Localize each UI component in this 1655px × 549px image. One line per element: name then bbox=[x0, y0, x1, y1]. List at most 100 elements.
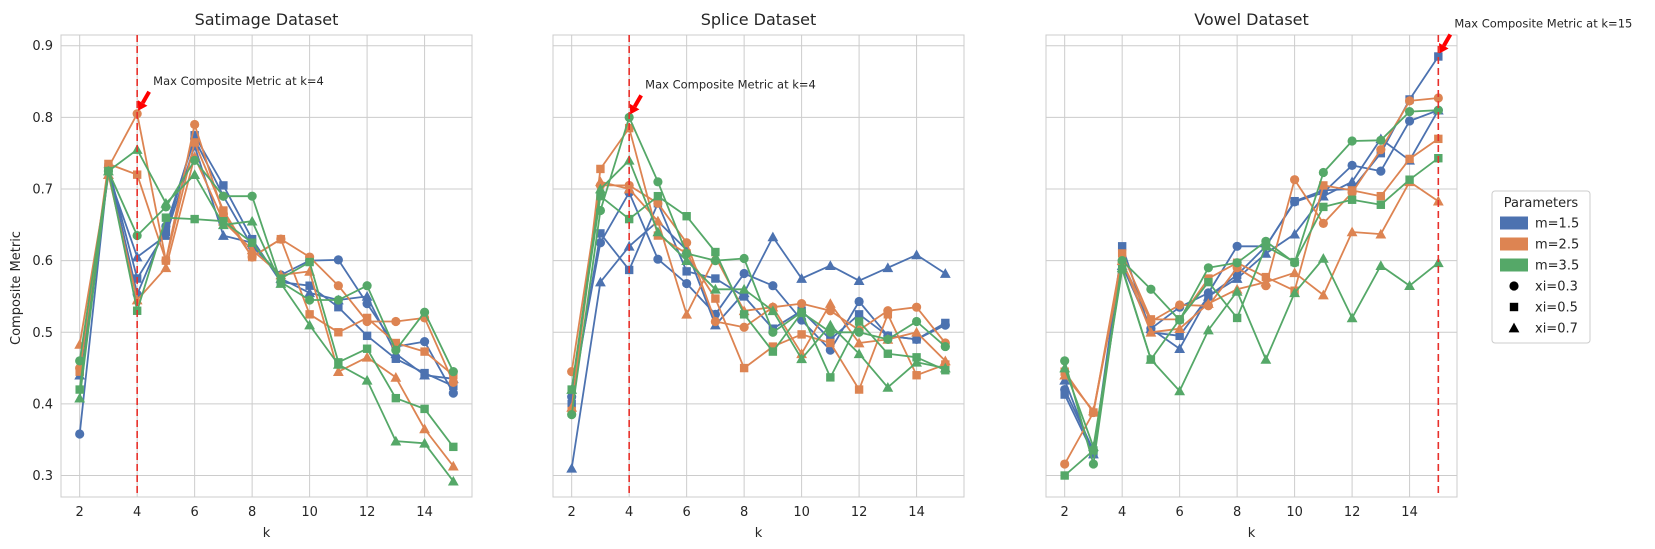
data-point bbox=[853, 348, 865, 359]
data-point bbox=[1317, 289, 1329, 300]
data-point bbox=[1260, 276, 1272, 287]
data-point bbox=[161, 213, 171, 222]
data-point bbox=[1289, 267, 1301, 278]
data-point bbox=[75, 356, 85, 366]
series-line bbox=[1063, 257, 1439, 448]
data-point bbox=[1289, 287, 1301, 298]
data-point bbox=[939, 362, 951, 373]
data-point bbox=[246, 215, 258, 226]
series-line bbox=[570, 159, 946, 390]
data-point bbox=[681, 308, 693, 319]
x-tick-label: 12 bbox=[359, 505, 376, 520]
data-point bbox=[1318, 167, 1328, 178]
data-point bbox=[304, 287, 316, 298]
data-point bbox=[1116, 262, 1128, 273]
data-point bbox=[1231, 286, 1243, 296]
data-point bbox=[132, 170, 142, 179]
x-tick-label: 10 bbox=[793, 505, 810, 520]
data-point bbox=[1405, 175, 1414, 184]
data-point bbox=[854, 317, 864, 326]
legend-title: Parameters bbox=[1504, 196, 1579, 211]
panel-title: Vowel Dataset bbox=[1194, 10, 1309, 29]
data-point bbox=[448, 367, 458, 377]
data-point bbox=[826, 338, 835, 348]
data-point bbox=[361, 351, 373, 362]
x-tick-label: 6 bbox=[191, 505, 199, 520]
series-line bbox=[1063, 56, 1440, 455]
data-point bbox=[682, 248, 692, 259]
data-point bbox=[682, 278, 692, 289]
data-point bbox=[653, 177, 663, 187]
data-point bbox=[911, 356, 922, 367]
data-point bbox=[854, 385, 864, 394]
series-line bbox=[1063, 109, 1439, 466]
data-point bbox=[391, 338, 401, 348]
data-point bbox=[653, 198, 663, 208]
data-point bbox=[1376, 145, 1386, 155]
data-point bbox=[711, 247, 720, 257]
data-point bbox=[1319, 186, 1328, 195]
series-line bbox=[570, 202, 946, 405]
data-point bbox=[1175, 300, 1185, 310]
annotation-text: Max Composite Metric at k=15 bbox=[1454, 16, 1632, 30]
data-point bbox=[420, 404, 429, 414]
y-tick-label: 0.9 bbox=[32, 39, 53, 54]
data-point bbox=[304, 319, 316, 330]
panel-title: Satimage Dataset bbox=[195, 10, 339, 29]
data-point bbox=[853, 275, 865, 286]
data-point bbox=[1174, 323, 1186, 333]
data-point bbox=[1060, 459, 1070, 469]
data-point bbox=[739, 322, 749, 332]
data-point bbox=[709, 283, 721, 294]
data-point bbox=[247, 191, 257, 201]
data-point bbox=[275, 278, 287, 288]
data-point bbox=[596, 164, 605, 174]
data-point bbox=[682, 267, 691, 276]
data-point bbox=[419, 423, 430, 434]
data-point bbox=[333, 295, 343, 305]
data-point bbox=[246, 244, 258, 255]
legend: Parameters m=1.5 m=2.5 m=3.5 xi=0.3 xi=0.5 xi… bbox=[1491, 190, 1591, 344]
data-point bbox=[1088, 405, 1099, 416]
data-point bbox=[911, 326, 922, 337]
data-point bbox=[1289, 228, 1301, 239]
data-point bbox=[361, 374, 373, 385]
data-point bbox=[1060, 356, 1070, 366]
data-point bbox=[1117, 249, 1127, 258]
data-point bbox=[853, 337, 865, 348]
data-point bbox=[219, 206, 228, 215]
data-point bbox=[596, 191, 605, 201]
data-point bbox=[1174, 343, 1186, 354]
annotation-text: Max Composite Metric at k=4 bbox=[645, 77, 816, 91]
data-point bbox=[247, 252, 257, 262]
data-point bbox=[566, 384, 578, 394]
data-point bbox=[1347, 195, 1357, 204]
data-point bbox=[1088, 459, 1099, 469]
x-tick-label: 14 bbox=[1401, 505, 1418, 520]
series-m-3.5-xi-0.3 bbox=[567, 112, 950, 420]
data-point bbox=[1375, 228, 1387, 239]
data-point bbox=[391, 345, 401, 355]
data-point bbox=[566, 462, 578, 473]
data-point bbox=[854, 310, 864, 319]
data-point bbox=[796, 273, 808, 283]
data-point bbox=[1347, 160, 1357, 170]
panel-satimage: 2 4 6 8 10 12 14 0.3 0.4 0.5 0.6 0.7 0.8 0.9 Max Compo… bbox=[32, 10, 473, 541]
annotation-arrow-head bbox=[629, 103, 640, 115]
data-point bbox=[247, 238, 257, 247]
data-point bbox=[1260, 354, 1272, 364]
data-point bbox=[448, 377, 458, 387]
data-point bbox=[854, 327, 864, 337]
data-point bbox=[1290, 257, 1299, 267]
annotation-arrow-head bbox=[1439, 42, 1449, 54]
data-point bbox=[391, 393, 401, 403]
x-tick-label: 10 bbox=[1286, 505, 1303, 520]
data-point bbox=[103, 165, 114, 176]
data-point bbox=[768, 347, 778, 356]
series-line bbox=[570, 180, 946, 408]
data-point bbox=[939, 268, 951, 278]
y-tick-label: 0.7 bbox=[32, 183, 53, 198]
series-line bbox=[78, 170, 455, 448]
series-line bbox=[78, 148, 455, 482]
data-point bbox=[1204, 277, 1213, 287]
